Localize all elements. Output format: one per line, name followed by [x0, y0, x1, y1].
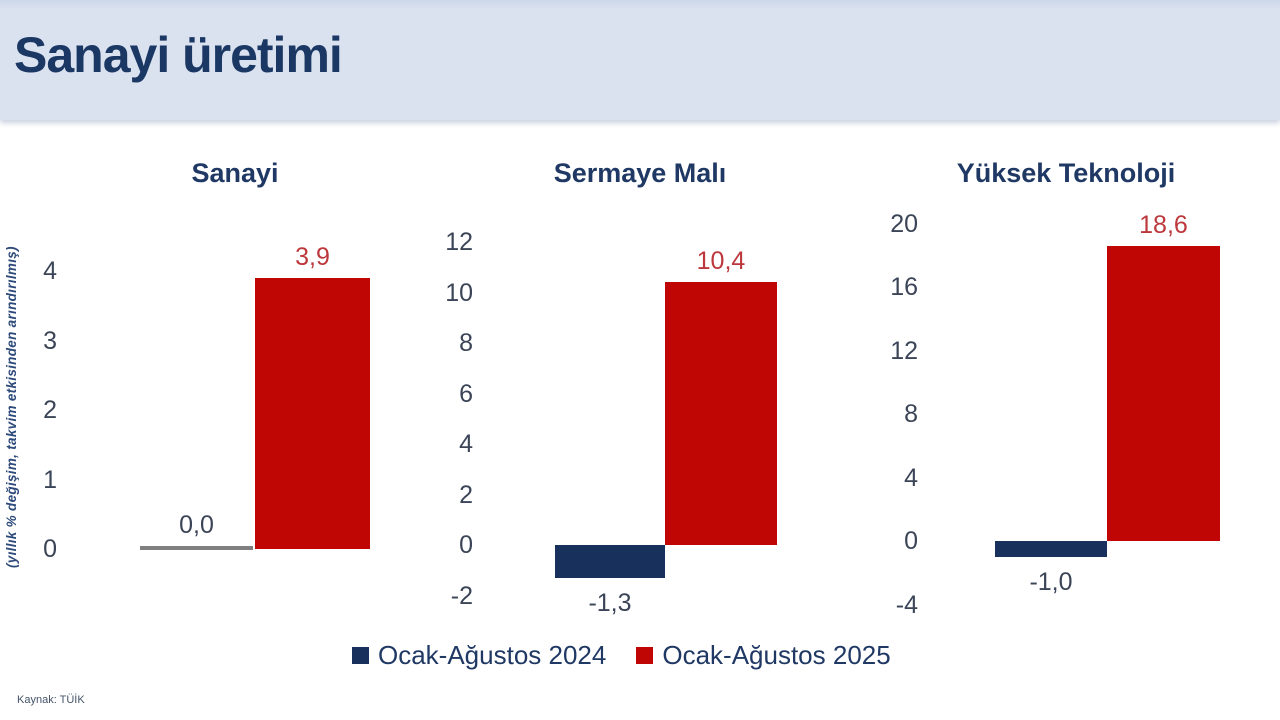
- axis-tick-sermaye-mali: 0: [459, 531, 473, 559]
- axis-tick-yuksek-teknoloji: 0: [904, 527, 918, 555]
- axis-tick-yuksek-teknoloji: 4: [904, 463, 918, 492]
- chart-title-yuksek-teknoloji: Yüksek Teknoloji: [956, 158, 1176, 188]
- value-label-2025-sermaye-mali: 10,4: [696, 247, 746, 276]
- legend-item-2024: Ocak-Ağustos 2024: [352, 640, 606, 671]
- axis-tick-sermaye-mali: 12: [445, 228, 473, 256]
- bar-2025-sanayi: [255, 277, 370, 549]
- header-band: Sanayi üretimi: [0, 0, 1280, 120]
- bar-2024-yuksek-teknoloji: [995, 541, 1107, 557]
- axis-tick-yuksek-teknoloji: 8: [904, 400, 918, 428]
- axis-tick-sermaye-mali: 8: [459, 329, 473, 357]
- axis-tick-sanayi: 0: [43, 535, 57, 563]
- axis-tick-sanayi: 1: [43, 465, 57, 494]
- axis-tick-sermaye-mali: 4: [459, 430, 473, 458]
- bar-2025-yuksek-teknoloji: [1107, 245, 1220, 541]
- value-label-2025-yuksek-teknoloji: 18,6: [1139, 210, 1188, 239]
- axis-tick-sermaye-mali: 10: [445, 278, 473, 307]
- chart-title-sermaye-mali: Sermaye Malı: [553, 158, 727, 188]
- bar-2024-sermaye-mali: [555, 545, 665, 578]
- bar-2024-sanayi: [140, 546, 253, 550]
- legend-swatch-2025-icon: [636, 646, 654, 664]
- axis-tick-yuksek-teknoloji: 20: [890, 209, 918, 238]
- bar-2025-sermaye-mali: [665, 282, 777, 545]
- axis-tick-yuksek-teknoloji: 12: [890, 336, 918, 365]
- axis-tick-yuksek-teknoloji: -4: [895, 590, 918, 619]
- legend-label-2024: Ocak-Ağustos 2024: [378, 639, 607, 670]
- value-label-2024-sanayi: 0,0: [179, 511, 214, 539]
- legend-swatch-2024-icon: [352, 646, 369, 664]
- axis-tick-yuksek-teknoloji: 16: [890, 273, 918, 301]
- legend-label-2025: Ocak-Ağustos 2025: [662, 639, 891, 670]
- axis-tick-sermaye-mali: -2: [450, 581, 473, 610]
- axis-tick-sanayi: 2: [43, 396, 57, 424]
- axis-tick-sanayi: 3: [43, 326, 57, 355]
- page-title: Sanayi üretimi: [14, 27, 343, 83]
- legend-item-2025: Ocak-Ağustos 2025: [636, 639, 891, 671]
- axis-tick-sanayi: 4: [43, 257, 57, 285]
- legend: Ocak-Ağustos 2024 Ocak-Ağustos 2025: [352, 638, 891, 672]
- value-label-2025-sanayi: 3,9: [295, 242, 330, 271]
- value-label-2024-sermaye-mali: -1,3: [588, 588, 632, 617]
- axis-tick-sermaye-mali: 2: [459, 480, 473, 509]
- axis-tick-sermaye-mali: 6: [459, 379, 473, 408]
- value-label-2024-yuksek-teknoloji: -1,0: [1029, 567, 1073, 596]
- chart-title-sanayi: Sanayi: [191, 158, 279, 188]
- source-note: Kaynak: TÜİK: [17, 694, 85, 706]
